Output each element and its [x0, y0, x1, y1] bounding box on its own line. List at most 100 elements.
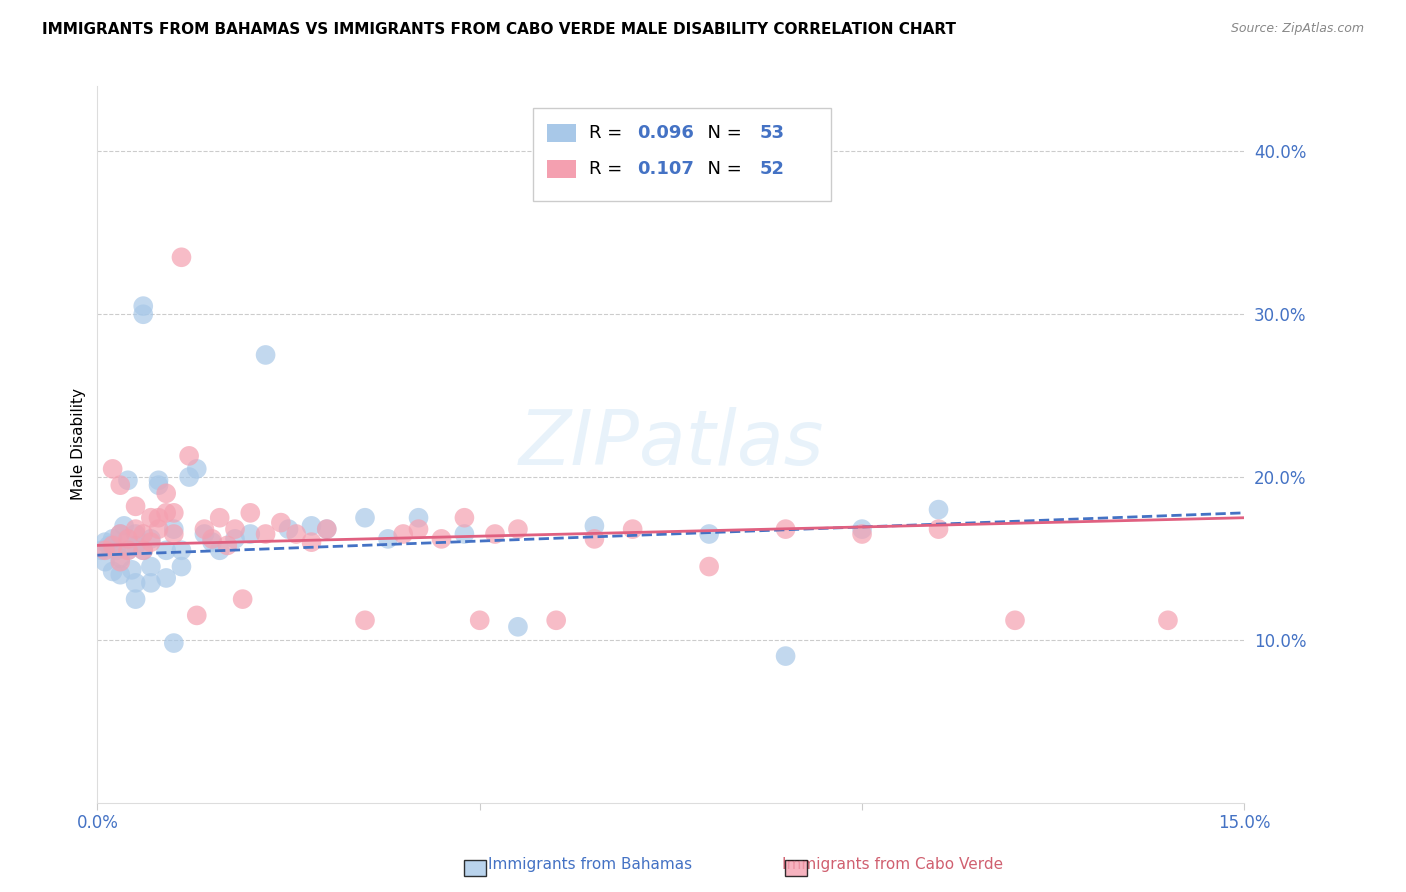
- Point: [277, 522, 299, 536]
- Point: [354, 510, 377, 524]
- Point: [186, 608, 208, 623]
- Point: [239, 527, 262, 541]
- Point: [506, 522, 529, 536]
- Point: [301, 535, 323, 549]
- Point: [224, 532, 246, 546]
- Point: [697, 527, 720, 541]
- Point: [170, 250, 193, 264]
- Point: [132, 527, 155, 541]
- Point: [110, 567, 132, 582]
- Point: [148, 510, 170, 524]
- Point: [117, 532, 139, 546]
- Text: 52: 52: [759, 160, 785, 178]
- Point: [392, 527, 415, 541]
- Point: [124, 500, 146, 514]
- Point: [148, 478, 170, 492]
- Point: [430, 532, 453, 546]
- Text: Source: ZipAtlas.com: Source: ZipAtlas.com: [1230, 22, 1364, 36]
- Point: [117, 543, 139, 558]
- Text: Immigrants from Cabo Verde: Immigrants from Cabo Verde: [782, 857, 1004, 872]
- Point: [132, 299, 155, 313]
- Point: [1157, 613, 1180, 627]
- Point: [117, 543, 139, 558]
- Point: [163, 522, 186, 536]
- Point: [139, 510, 162, 524]
- Point: [124, 592, 146, 607]
- Point: [139, 559, 162, 574]
- Point: [408, 522, 430, 536]
- Point: [163, 506, 186, 520]
- Point: [193, 522, 215, 536]
- Point: [155, 571, 177, 585]
- Point: [232, 592, 254, 607]
- Point: [117, 473, 139, 487]
- Point: [101, 565, 124, 579]
- Point: [354, 613, 377, 627]
- Point: [94, 543, 117, 558]
- FancyBboxPatch shape: [533, 108, 831, 201]
- Text: IMMIGRANTS FROM BAHAMAS VS IMMIGRANTS FROM CABO VERDE MALE DISABILITY CORRELATIO: IMMIGRANTS FROM BAHAMAS VS IMMIGRANTS FR…: [42, 22, 956, 37]
- Point: [201, 535, 224, 549]
- Point: [583, 532, 606, 546]
- Point: [101, 532, 124, 546]
- Point: [697, 559, 720, 574]
- Point: [254, 527, 277, 541]
- Point: [170, 559, 193, 574]
- Point: [155, 506, 177, 520]
- Point: [132, 543, 155, 558]
- Text: N =: N =: [696, 124, 748, 142]
- Point: [201, 532, 224, 546]
- Point: [170, 543, 193, 558]
- Point: [139, 532, 162, 546]
- Point: [301, 519, 323, 533]
- Point: [179, 470, 201, 484]
- Y-axis label: Male Disability: Male Disability: [72, 389, 86, 500]
- Point: [224, 522, 246, 536]
- Text: 53: 53: [759, 124, 785, 142]
- Text: ZIPatlas: ZIPatlas: [519, 408, 824, 482]
- Point: [163, 636, 186, 650]
- Point: [484, 527, 506, 541]
- Text: 0.107: 0.107: [637, 160, 695, 178]
- Point: [621, 522, 644, 536]
- Point: [546, 613, 568, 627]
- Point: [928, 502, 950, 516]
- FancyBboxPatch shape: [547, 160, 575, 178]
- Point: [110, 527, 132, 541]
- Point: [124, 522, 146, 536]
- Point: [193, 527, 215, 541]
- Point: [928, 522, 950, 536]
- Point: [270, 516, 292, 530]
- Point: [285, 527, 308, 541]
- Point: [851, 527, 873, 541]
- Point: [239, 506, 262, 520]
- Point: [583, 519, 606, 533]
- Point: [408, 510, 430, 524]
- Point: [101, 538, 124, 552]
- Point: [506, 620, 529, 634]
- Point: [468, 613, 491, 627]
- Point: [110, 555, 132, 569]
- Point: [121, 563, 143, 577]
- Point: [94, 535, 117, 549]
- Point: [124, 575, 146, 590]
- Point: [851, 522, 873, 536]
- Point: [453, 510, 475, 524]
- Point: [110, 478, 132, 492]
- Point: [217, 538, 239, 552]
- Point: [315, 522, 337, 536]
- Point: [139, 535, 162, 549]
- Point: [179, 449, 201, 463]
- Text: R =: R =: [589, 124, 628, 142]
- Point: [208, 510, 231, 524]
- Text: Immigrants from Bahamas: Immigrants from Bahamas: [488, 857, 693, 872]
- Point: [97, 538, 120, 552]
- Point: [186, 462, 208, 476]
- Point: [1004, 613, 1026, 627]
- Point: [110, 551, 132, 566]
- FancyBboxPatch shape: [547, 124, 575, 142]
- Point: [148, 473, 170, 487]
- Point: [775, 522, 797, 536]
- Point: [254, 348, 277, 362]
- Point: [110, 527, 132, 541]
